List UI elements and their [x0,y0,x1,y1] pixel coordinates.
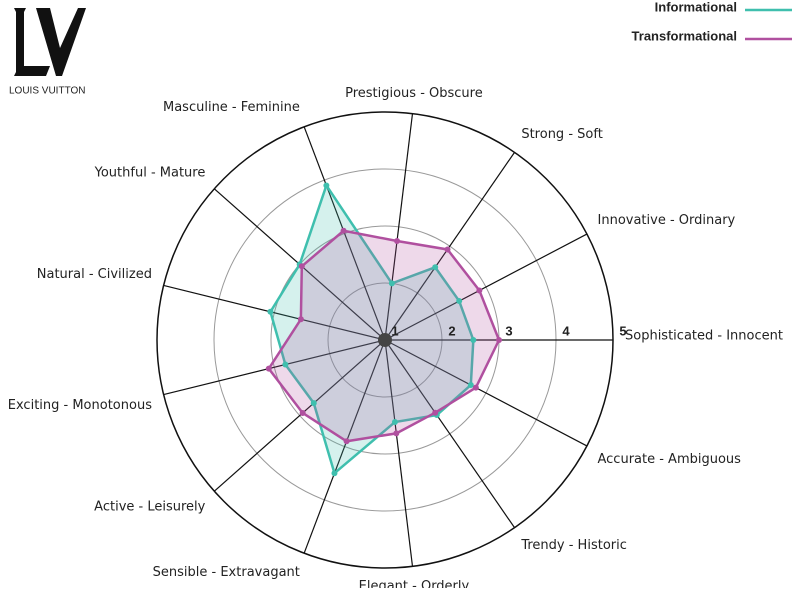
category-label: Exciting - Monotonous [8,398,152,413]
series-point [297,316,304,323]
series-point [496,337,502,343]
spoke [384,113,414,341]
series-point [394,237,401,244]
category-label: Trendy - Historic [520,538,627,553]
category-label: Accurate - Ambiguous [598,452,742,467]
legend-label: Informational [655,0,737,14]
series-point [331,470,338,477]
spoke [163,339,386,396]
tick-label: 1 [391,323,398,338]
logo-v [36,8,86,76]
series-point [456,298,463,305]
category-label: Sophisticated - Innocent [625,329,783,344]
category-label: Natural - Civilized [37,267,152,282]
tick-label: 4 [562,323,570,338]
legend-label: Transformational [632,28,737,43]
series-point [343,438,350,445]
series-point [432,409,439,416]
spoke [163,284,386,341]
spoke [303,339,386,554]
category-label: Masculine - Feminine [163,100,300,115]
series-point [310,400,317,407]
tick-label: 3 [505,323,512,338]
series-point [472,384,479,391]
series-point [476,287,483,294]
category-label: Innovative - Ordinary [598,213,736,228]
category-label: Elegant - Orderly [359,579,470,588]
spoke [384,233,588,341]
series-point [467,382,474,389]
series-point [432,264,439,271]
category-label: Youthful - Mature [94,165,206,180]
series-point [265,365,272,372]
category-label: Active - Leisurely [94,500,205,515]
series-point [323,182,330,189]
spoke [213,339,386,492]
spoke [384,339,414,567]
spoke [384,152,516,341]
series-point [340,227,347,234]
spoke [384,339,516,528]
logo-text: LOUIS VUITTON [9,86,86,97]
tick-label: 2 [448,323,455,338]
center-dot [378,333,392,347]
series-point [282,361,289,368]
series-point [470,337,477,343]
tick-label: 5 [619,323,626,338]
category-label: Strong - Soft [521,127,602,142]
series-point [393,430,400,437]
category-label: Sensible - Extravagant [153,565,300,580]
series-point [298,263,305,270]
logo-mark [14,8,86,76]
series-point [444,246,451,253]
spoke [384,339,588,447]
series-point [299,409,306,416]
category-label: Prestigious - Obscure [345,86,483,101]
series-point [391,419,398,426]
logo-l [14,8,50,76]
series-point [388,280,395,287]
series-point [267,308,274,315]
